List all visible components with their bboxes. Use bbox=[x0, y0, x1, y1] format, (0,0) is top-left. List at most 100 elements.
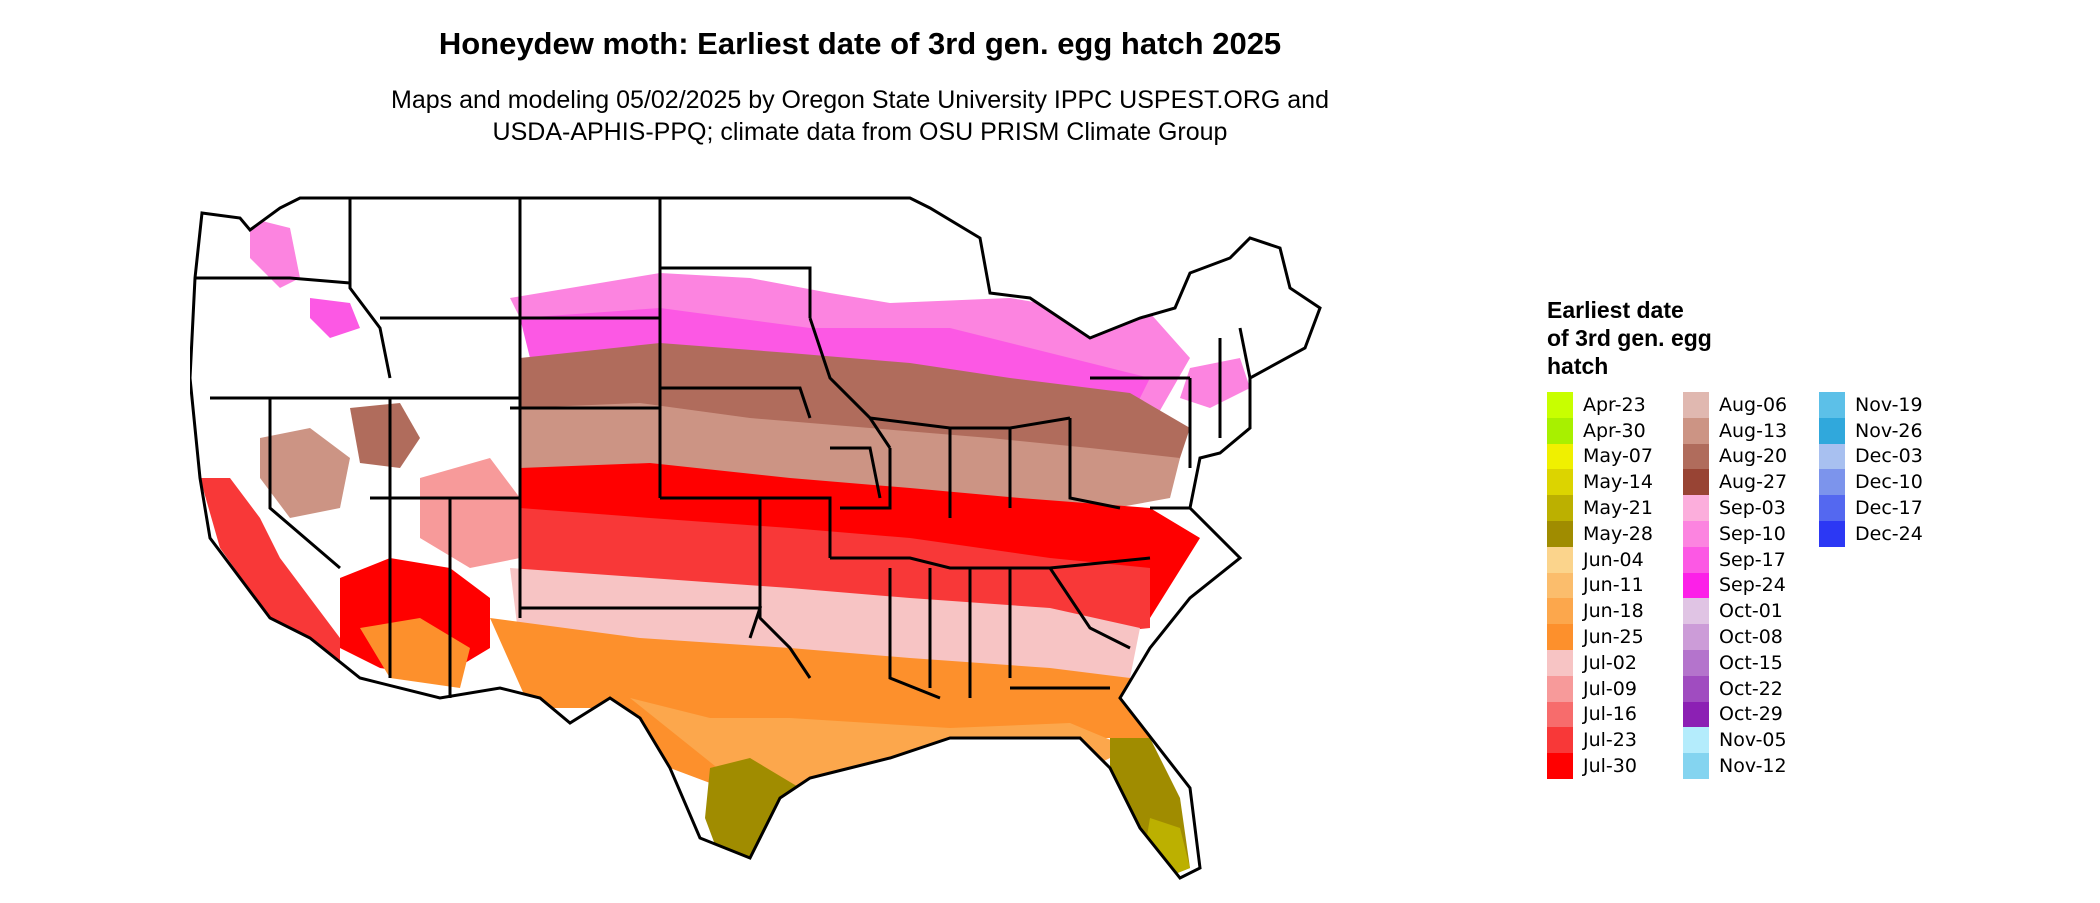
us-map-svg bbox=[188, 196, 1322, 880]
legend-item: Aug-20 bbox=[1683, 443, 1809, 470]
legend-item: Sep-24 bbox=[1683, 572, 1809, 599]
legend-item: Nov-19 bbox=[1819, 392, 1945, 418]
legend-label: Nov-05 bbox=[1719, 729, 1787, 752]
legend-item: May-28 bbox=[1547, 520, 1673, 547]
legend-item: May-07 bbox=[1547, 443, 1673, 470]
legend-columns: Apr-23 Apr-30 May-07 May-14 May-21 May-28 Jun-… bbox=[1547, 392, 1955, 779]
legend-item: Nov-05 bbox=[1683, 727, 1809, 754]
legend-label: Sep-17 bbox=[1719, 548, 1786, 571]
region-sep-10-nw bbox=[250, 218, 300, 288]
legend-item: Jun-11 bbox=[1547, 572, 1673, 599]
legend-label: Nov-19 bbox=[1855, 393, 1923, 416]
map-subtitle-line1: Maps and modeling 05/02/2025 by Oregon S… bbox=[391, 86, 1329, 114]
legend-swatch bbox=[1683, 443, 1709, 470]
legend-item: Sep-17 bbox=[1683, 546, 1809, 573]
legend-label: Sep-03 bbox=[1719, 497, 1786, 520]
legend-item: Jun-18 bbox=[1547, 598, 1673, 625]
legend-swatch bbox=[1683, 701, 1709, 728]
legend-swatch bbox=[1683, 624, 1709, 650]
legend-label: Sep-10 bbox=[1719, 522, 1786, 545]
legend-item: Oct-08 bbox=[1683, 624, 1809, 650]
legend-label: May-28 bbox=[1583, 522, 1653, 545]
legend-label: Dec-17 bbox=[1855, 497, 1923, 520]
legend-swatch bbox=[1547, 392, 1573, 418]
legend-item: Aug-13 bbox=[1683, 417, 1809, 444]
legend-swatch bbox=[1683, 598, 1709, 625]
region-jul-23-west bbox=[200, 478, 340, 668]
legend-item: Dec-17 bbox=[1819, 495, 1945, 521]
legend-swatch bbox=[1547, 520, 1573, 547]
legend-label: Nov-26 bbox=[1855, 419, 1923, 442]
legend-swatch bbox=[1547, 598, 1573, 625]
legend-label: May-07 bbox=[1583, 445, 1653, 468]
legend-column: Apr-23 Apr-30 May-07 May-14 May-21 May-28 Jun-… bbox=[1547, 392, 1673, 779]
legend-label: Oct-08 bbox=[1719, 626, 1783, 649]
legend-label: May-14 bbox=[1583, 471, 1653, 494]
legend-swatch bbox=[1547, 469, 1573, 496]
legend-label: Oct-22 bbox=[1719, 677, 1783, 700]
legend-item: Apr-23 bbox=[1547, 392, 1673, 418]
legend-item: Dec-10 bbox=[1819, 469, 1945, 496]
legend-label: Aug-06 bbox=[1719, 393, 1788, 416]
legend-item: Oct-15 bbox=[1683, 649, 1809, 676]
legend-label: Aug-20 bbox=[1719, 445, 1788, 468]
legend-label: Jul-09 bbox=[1583, 677, 1637, 700]
legend-item: Aug-27 bbox=[1683, 469, 1809, 496]
legend-swatch bbox=[1819, 520, 1845, 547]
legend-label: Oct-01 bbox=[1719, 600, 1783, 623]
legend-swatch bbox=[1819, 443, 1845, 470]
legend-item: Oct-29 bbox=[1683, 701, 1809, 728]
legend-swatch bbox=[1683, 520, 1709, 547]
legend-swatch bbox=[1547, 649, 1573, 676]
legend-label: Oct-29 bbox=[1719, 703, 1783, 726]
legend-item: Oct-01 bbox=[1683, 598, 1809, 625]
legend-item: Dec-24 bbox=[1819, 520, 1945, 547]
legend-label: Sep-24 bbox=[1719, 574, 1786, 597]
legend-title: Earliest date of 3rd gen. egg hatch bbox=[1547, 296, 1777, 380]
region-sep-17-nw bbox=[310, 298, 360, 338]
legend-swatch bbox=[1683, 675, 1709, 702]
region-jun-25-west bbox=[360, 618, 470, 688]
legend-label: Jul-23 bbox=[1583, 729, 1637, 752]
legend-title-line1: Earliest date bbox=[1547, 297, 1684, 323]
region-jul-09-west bbox=[420, 458, 520, 568]
legend-column: Nov-19 Nov-26 Dec-03 Dec-10 Dec-17 Dec-24 bbox=[1819, 392, 1945, 779]
legend-label: Dec-03 bbox=[1855, 445, 1923, 468]
legend-swatch bbox=[1819, 392, 1845, 418]
legend-item: May-14 bbox=[1547, 469, 1673, 496]
legend-item: Jul-30 bbox=[1547, 753, 1673, 779]
legend-swatch bbox=[1547, 727, 1573, 754]
legend-item: Dec-03 bbox=[1819, 443, 1945, 470]
legend-label: Aug-27 bbox=[1719, 471, 1788, 494]
legend-swatch bbox=[1683, 417, 1709, 444]
legend-label: Jun-11 bbox=[1583, 574, 1644, 597]
legend-label: Dec-10 bbox=[1855, 471, 1923, 494]
legend-item: Nov-26 bbox=[1819, 417, 1945, 444]
legend-item: Jun-04 bbox=[1547, 546, 1673, 573]
legend-swatch bbox=[1683, 649, 1709, 676]
legend-label: Aug-13 bbox=[1719, 419, 1788, 442]
legend-swatch bbox=[1683, 495, 1709, 521]
legend-label: Jun-18 bbox=[1583, 600, 1644, 623]
legend-swatch bbox=[1819, 495, 1845, 521]
legend-swatch bbox=[1547, 753, 1573, 779]
region-aug-20-west bbox=[350, 403, 420, 468]
legend-swatch bbox=[1683, 546, 1709, 573]
state-boundaries bbox=[188, 196, 1322, 880]
legend-item: Sep-03 bbox=[1683, 495, 1809, 521]
map-subtitle-line2: USDA-APHIS-PPQ; climate data from OSU PR… bbox=[492, 118, 1228, 146]
legend-swatch bbox=[1547, 572, 1573, 599]
legend-item: May-21 bbox=[1547, 495, 1673, 521]
legend-swatch bbox=[1683, 572, 1709, 599]
map-title: Honeydew moth: Earliest date of 3rd gen.… bbox=[438, 26, 1282, 61]
legend-item: Jun-25 bbox=[1547, 624, 1673, 650]
legend-label: Dec-24 bbox=[1855, 522, 1923, 545]
us-map bbox=[188, 178, 1530, 898]
legend-swatch bbox=[1547, 675, 1573, 702]
legend-swatch bbox=[1547, 417, 1573, 444]
legend-label: Jun-25 bbox=[1583, 626, 1644, 649]
region-sep-10-ne bbox=[1180, 358, 1250, 408]
legend-item: Jul-02 bbox=[1547, 649, 1673, 676]
legend-item: Apr-30 bbox=[1547, 417, 1673, 444]
legend-column: Aug-06 Aug-13 Aug-20 Aug-27 Sep-03 Sep-10 Sep-… bbox=[1683, 392, 1809, 779]
